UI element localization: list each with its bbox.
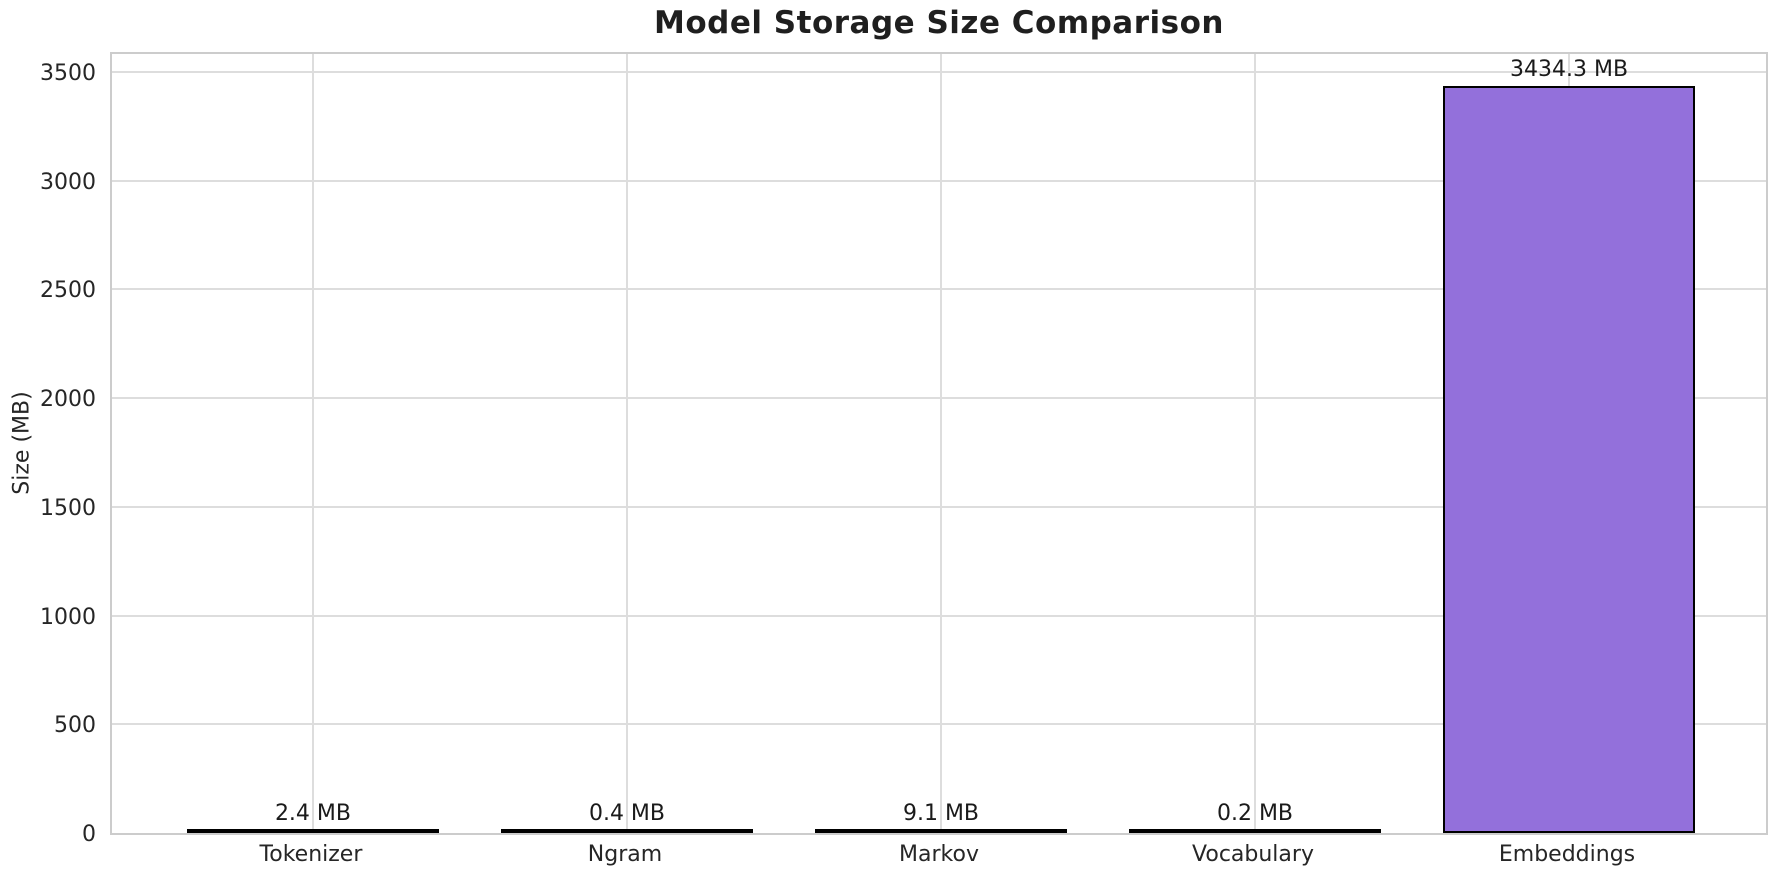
horizontal-gridline xyxy=(112,288,1766,291)
x-tick-label: Tokenizer xyxy=(259,842,363,867)
vertical-gridline xyxy=(1254,54,1256,833)
y-tick-label: 500 xyxy=(54,713,96,739)
horizontal-gridline xyxy=(112,505,1766,508)
horizontal-gridline xyxy=(112,723,1766,726)
horizontal-gridline xyxy=(112,70,1766,73)
x-tick-label: Ngram xyxy=(587,842,663,867)
bar-value-label: 9.1 MB xyxy=(902,801,980,826)
chart-title: Model Storage Size Comparison xyxy=(654,5,1224,41)
y-tick-label: 0 xyxy=(82,822,96,847)
bar-ngram xyxy=(501,829,753,833)
x-tick-label: Vocabulary xyxy=(1192,842,1314,867)
bar-embeddings xyxy=(1443,86,1695,833)
vertical-gridline xyxy=(625,54,628,833)
y-tick-label: 3500 xyxy=(40,60,96,86)
bar-markov xyxy=(815,829,1067,833)
bar-vocabulary xyxy=(1129,829,1381,833)
y-tick-label: 2500 xyxy=(40,278,96,304)
bar-tokenizer xyxy=(187,829,439,833)
bar-value-label: 2.4 MB xyxy=(274,801,351,826)
x-tick-label: Embeddings xyxy=(1498,842,1636,867)
vertical-gridline xyxy=(940,54,942,833)
y-tick-label: 3000 xyxy=(40,169,96,195)
x-tick-label: Markov xyxy=(899,842,979,867)
bar-value-label: 3434.3 MB xyxy=(1509,57,1629,82)
y-tick-label: 1000 xyxy=(40,604,96,630)
horizontal-gridline xyxy=(112,179,1766,182)
y-tick-label: 2000 xyxy=(40,387,96,412)
plot-area: 2.4 MB 0.4 MB 9.1 MB 0.2 MB 3434.3 MB xyxy=(110,52,1768,835)
vertical-gridline xyxy=(311,54,314,833)
horizontal-gridline xyxy=(112,397,1766,399)
bar-value-label: 0.2 MB xyxy=(1216,801,1294,826)
bar-value-label: 0.4 MB xyxy=(588,801,666,826)
horizontal-gridline xyxy=(112,614,1766,617)
y-tick-label: 1500 xyxy=(40,495,96,521)
